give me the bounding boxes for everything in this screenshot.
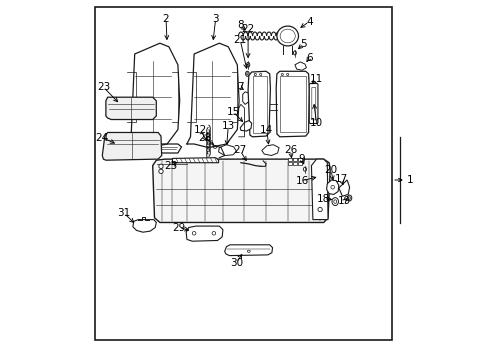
Text: 18: 18: [316, 194, 330, 204]
Polygon shape: [240, 121, 251, 131]
Ellipse shape: [281, 73, 283, 76]
Text: 30: 30: [229, 258, 243, 268]
Ellipse shape: [333, 200, 336, 203]
Bar: [95, 7, 391, 340]
Text: 21: 21: [233, 35, 246, 45]
Polygon shape: [247, 71, 270, 137]
Ellipse shape: [245, 71, 249, 76]
Ellipse shape: [293, 51, 296, 55]
Text: 4: 4: [305, 17, 312, 27]
Text: 7: 7: [236, 82, 243, 92]
Text: 8: 8: [236, 20, 243, 30]
Ellipse shape: [259, 73, 261, 76]
Text: 29: 29: [172, 222, 185, 233]
FancyBboxPatch shape: [309, 84, 317, 123]
Text: 10: 10: [309, 118, 323, 128]
Text: 6: 6: [305, 53, 312, 63]
Ellipse shape: [331, 198, 338, 206]
Ellipse shape: [247, 250, 250, 252]
Text: 3: 3: [212, 14, 219, 24]
Text: 2: 2: [163, 14, 169, 24]
Text: 15: 15: [226, 107, 239, 117]
Polygon shape: [224, 245, 272, 256]
Text: 27: 27: [233, 145, 246, 156]
Text: 14: 14: [260, 125, 273, 135]
Bar: [292, 162, 296, 165]
Text: 1: 1: [406, 175, 413, 185]
Polygon shape: [338, 180, 349, 196]
Polygon shape: [133, 220, 156, 232]
Ellipse shape: [286, 73, 288, 76]
Text: 19: 19: [337, 196, 350, 206]
Text: 16: 16: [295, 176, 308, 186]
Polygon shape: [294, 62, 306, 70]
Text: 23: 23: [97, 82, 110, 92]
Polygon shape: [172, 158, 218, 163]
Polygon shape: [242, 92, 251, 104]
Ellipse shape: [213, 145, 216, 148]
Ellipse shape: [159, 164, 163, 168]
Polygon shape: [311, 159, 327, 220]
Ellipse shape: [303, 167, 306, 171]
Ellipse shape: [246, 63, 249, 67]
FancyBboxPatch shape: [252, 76, 266, 133]
Text: 17: 17: [334, 174, 347, 184]
Text: 20: 20: [324, 165, 337, 175]
Text: 11: 11: [309, 74, 323, 84]
Ellipse shape: [246, 73, 247, 75]
Text: 25: 25: [164, 161, 177, 171]
Text: 9: 9: [298, 154, 305, 164]
Ellipse shape: [192, 231, 196, 235]
Ellipse shape: [280, 29, 295, 43]
Ellipse shape: [330, 185, 334, 189]
Ellipse shape: [254, 73, 256, 76]
Text: 5: 5: [300, 39, 306, 49]
Ellipse shape: [159, 169, 163, 174]
Polygon shape: [152, 159, 329, 222]
Bar: [287, 158, 291, 161]
Polygon shape: [186, 226, 223, 241]
Ellipse shape: [347, 195, 351, 201]
Text: 12: 12: [194, 125, 207, 135]
Text: 26: 26: [284, 145, 297, 156]
Ellipse shape: [348, 197, 350, 199]
Ellipse shape: [212, 231, 215, 235]
Text: 31: 31: [117, 208, 130, 218]
Ellipse shape: [317, 207, 322, 212]
Polygon shape: [326, 180, 338, 194]
Text: 22: 22: [241, 24, 254, 34]
Bar: [297, 162, 301, 165]
Polygon shape: [276, 71, 309, 137]
Polygon shape: [261, 145, 279, 156]
Bar: [292, 158, 296, 161]
Text: 13: 13: [221, 121, 234, 131]
Polygon shape: [102, 132, 162, 160]
Ellipse shape: [276, 26, 298, 46]
Text: 28: 28: [198, 132, 211, 143]
FancyBboxPatch shape: [279, 76, 305, 132]
Bar: [287, 162, 291, 165]
Polygon shape: [218, 145, 236, 156]
FancyBboxPatch shape: [311, 87, 315, 120]
Bar: [297, 158, 301, 161]
Text: 24: 24: [96, 132, 109, 143]
Polygon shape: [106, 97, 156, 120]
